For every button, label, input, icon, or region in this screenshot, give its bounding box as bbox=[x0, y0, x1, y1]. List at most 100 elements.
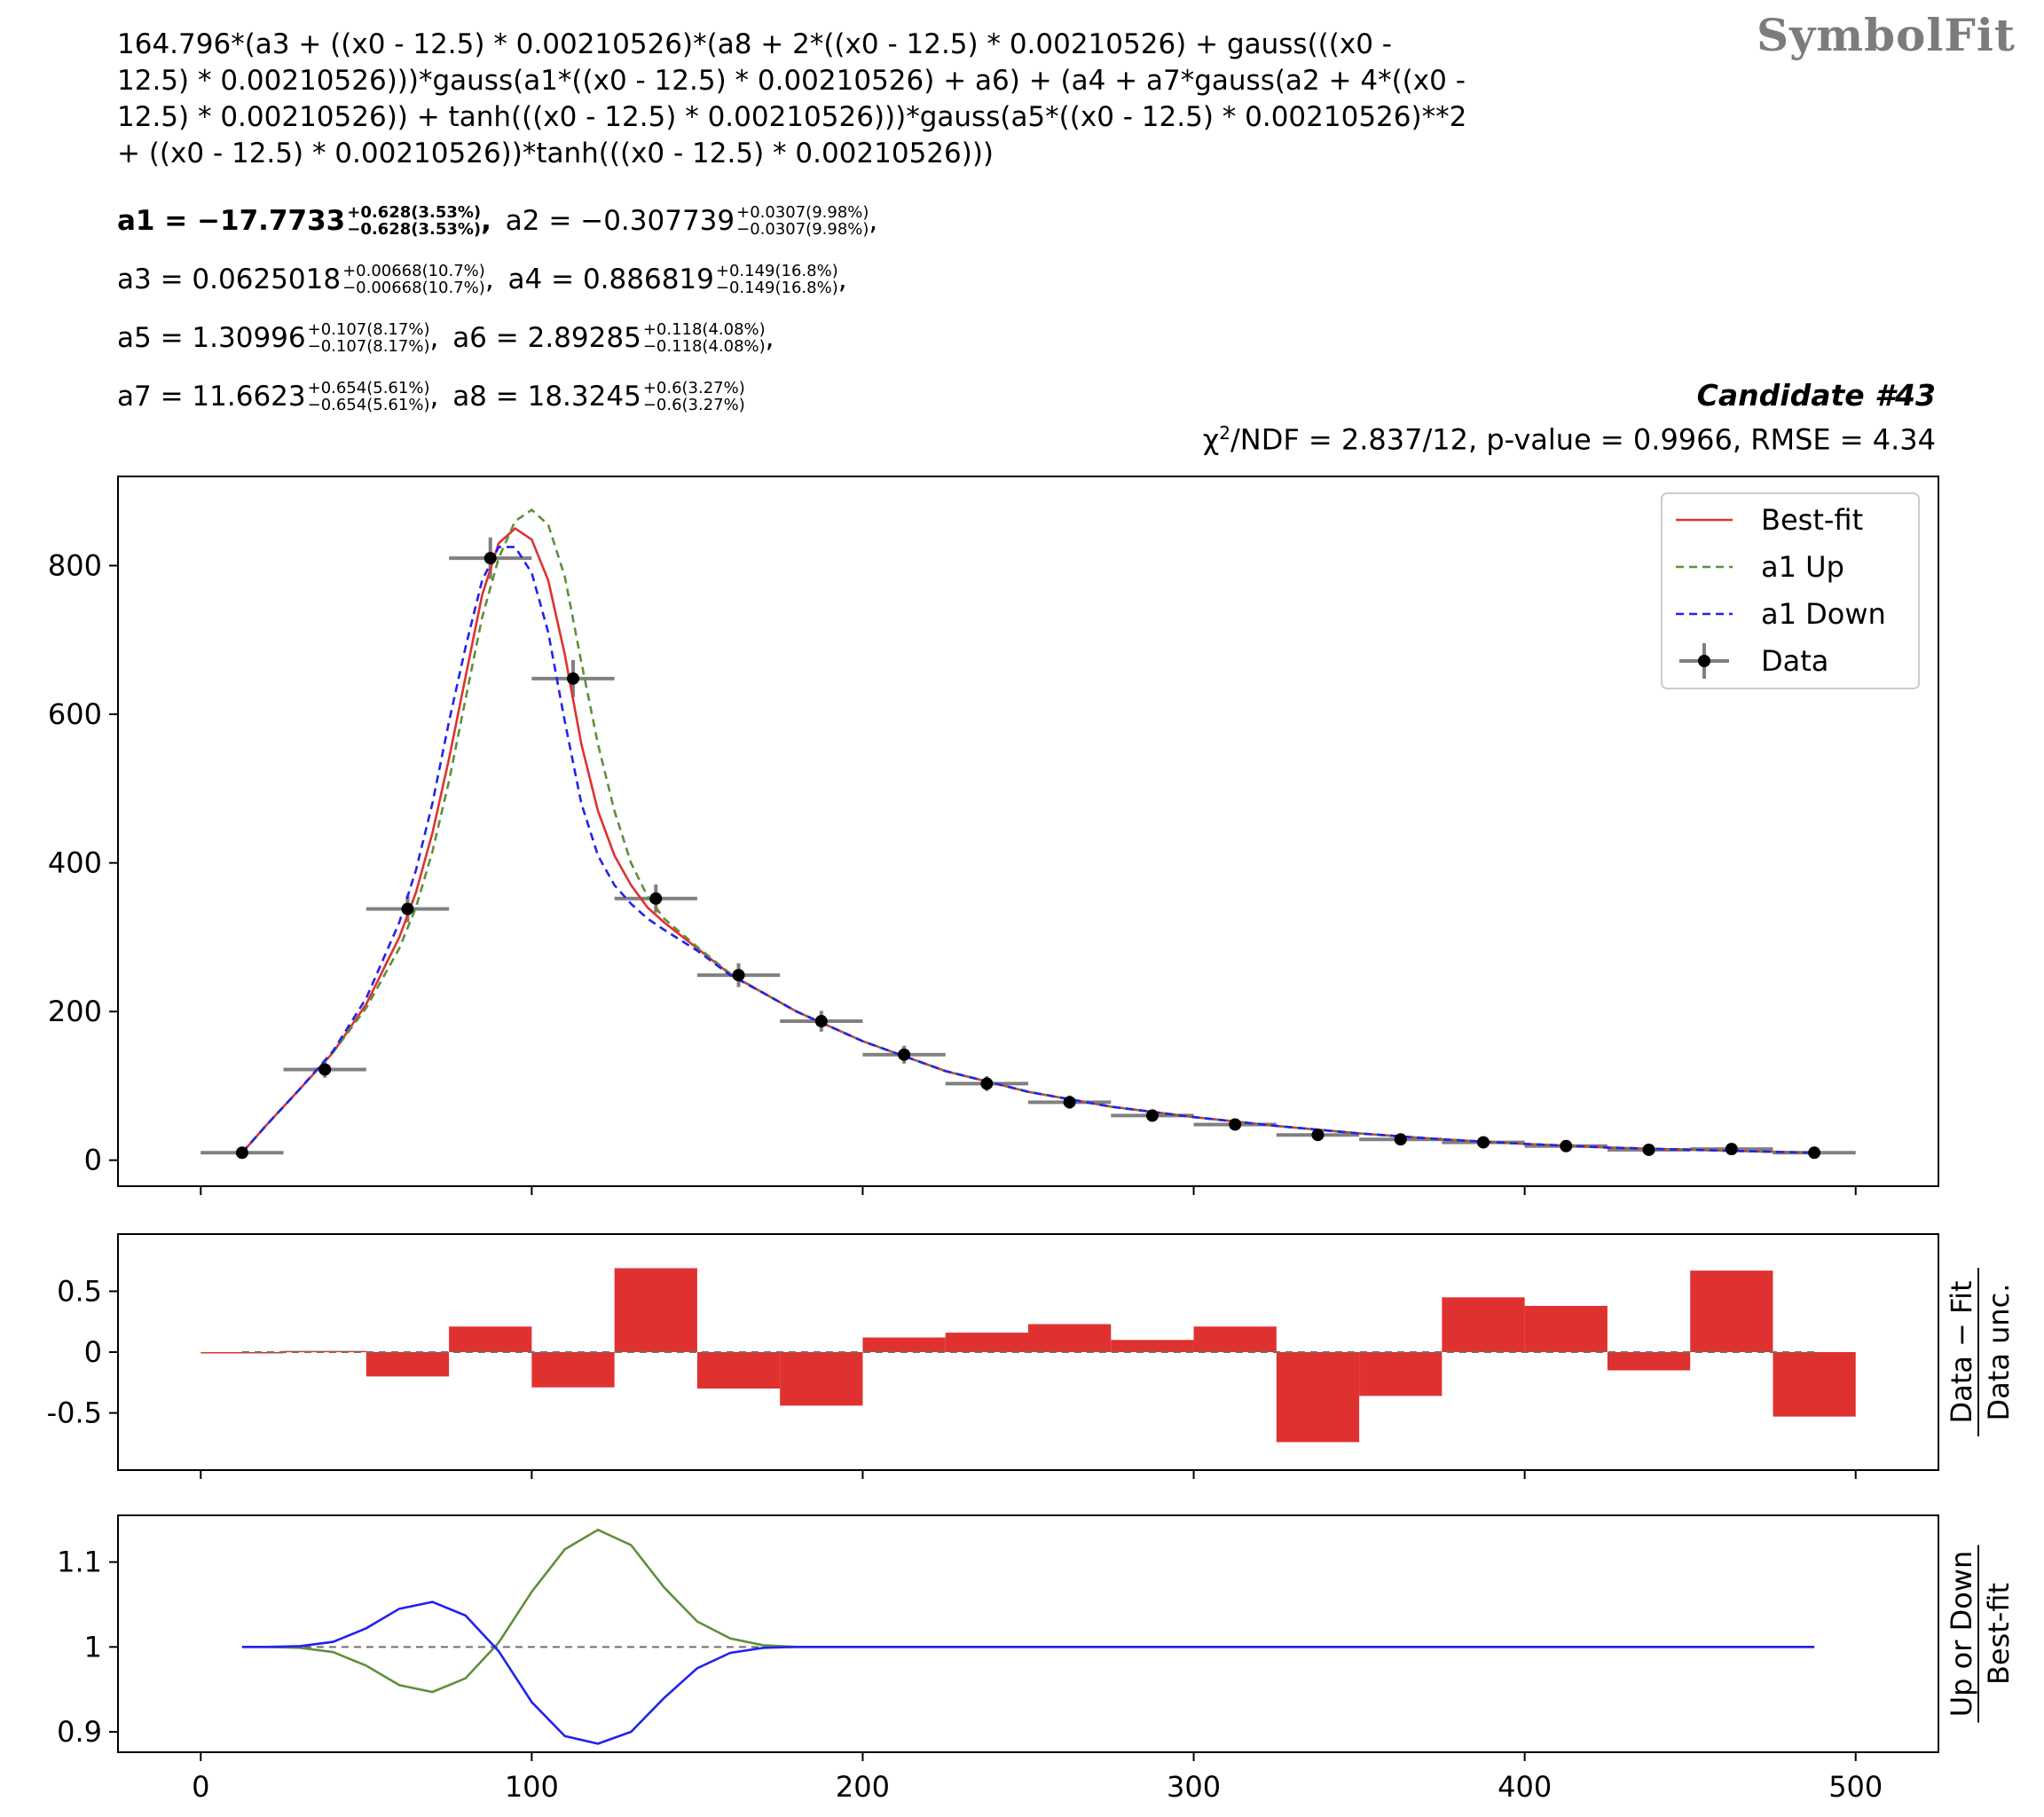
fit-expression: 164.796*(a3 + ((x0 - 12.5) * 0.00210526)… bbox=[117, 28, 1467, 169]
data-point bbox=[1063, 1096, 1076, 1109]
param-name: a3 bbox=[117, 264, 152, 295]
data-point bbox=[1145, 1109, 1159, 1122]
param-a1: a1 = −17.7733 +0.628(3.53%) −0.628(3.53%)… bbox=[117, 203, 491, 239]
param-up: +0.628(3.53%) bbox=[347, 203, 482, 222]
param-up: +0.107(8.17%) bbox=[307, 320, 430, 339]
residual-bar bbox=[1193, 1326, 1277, 1352]
residual-bar bbox=[780, 1352, 863, 1406]
param-up: +0.0307(9.98%) bbox=[736, 203, 869, 222]
param-value: −0.307739 bbox=[580, 205, 735, 237]
y-tick-label: 1 bbox=[84, 1630, 102, 1664]
residual-bar bbox=[1607, 1352, 1691, 1371]
data-point bbox=[1642, 1143, 1655, 1156]
param-up: +0.149(16.8%) bbox=[715, 262, 838, 280]
residual-bar bbox=[945, 1333, 1028, 1352]
param-up: +0.118(4.08%) bbox=[642, 320, 766, 339]
x-tick-label: 100 bbox=[505, 1770, 559, 1804]
param-a3: a3 = 0.0625018 +0.00668(10.7%) −0.00668(1… bbox=[117, 262, 494, 297]
legend-label: a1 Up bbox=[1761, 550, 1844, 584]
param-name: a2 bbox=[505, 205, 540, 237]
residual-ylabel-numerator: Data − Fit bbox=[1945, 1280, 1978, 1423]
param-a4: a4 = 0.886819 +0.149(16.8%) −0.149(16.8%)… bbox=[507, 262, 847, 297]
data-point bbox=[1725, 1143, 1738, 1156]
y-tick-label: 200 bbox=[48, 995, 102, 1028]
param-row-2: a3 = 0.0625018 +0.00668(10.7%) −0.00668(1… bbox=[117, 263, 853, 296]
fit-stats-text: /NDF = 2.837/12, p-value = 0.9966, RMSE … bbox=[1230, 422, 1936, 457]
param-name: a4 bbox=[507, 264, 543, 295]
ratio-ylabel: Up or Down Best-fit bbox=[1945, 1545, 2016, 1723]
data-point bbox=[898, 1048, 911, 1061]
residual-bar bbox=[1524, 1305, 1608, 1352]
param-name: a8 bbox=[452, 381, 487, 413]
main-plot-frame bbox=[117, 476, 1939, 1187]
x-tick-label: 400 bbox=[1498, 1770, 1552, 1804]
residual-bar bbox=[1111, 1340, 1194, 1352]
data-point bbox=[1560, 1139, 1573, 1152]
legend-label: Data bbox=[1761, 644, 1828, 678]
y-tick-label: 0.9 bbox=[57, 1715, 102, 1749]
data-point bbox=[1808, 1146, 1821, 1160]
data-point bbox=[980, 1077, 994, 1090]
y-tick-label: 0.5 bbox=[57, 1274, 102, 1308]
data-point bbox=[814, 1015, 828, 1028]
param-value: 1.30996 bbox=[192, 322, 306, 354]
data-point bbox=[1311, 1129, 1325, 1142]
x-tick-label: 0 bbox=[192, 1770, 209, 1804]
x-tick-label: 200 bbox=[836, 1770, 890, 1804]
param-a6: a6 = 2.89285 +0.118(4.08%) −0.118(4.08%), bbox=[452, 320, 774, 356]
residual-bar bbox=[614, 1268, 697, 1352]
param-value: 0.0625018 bbox=[192, 264, 342, 295]
residual-bar bbox=[531, 1352, 615, 1388]
legend-label: Best-fit bbox=[1761, 503, 1863, 537]
symbolfit-watermark: SymbolFit bbox=[1757, 9, 2016, 61]
data-point bbox=[483, 552, 497, 565]
data-point bbox=[1394, 1133, 1407, 1146]
residual-bar bbox=[1276, 1352, 1360, 1443]
param-row-1: a1 = −17.7733 +0.628(3.53%) −0.628(3.53%)… bbox=[117, 204, 883, 238]
legend-box bbox=[1661, 492, 1920, 689]
param-a2: a2 = −0.307739 +0.0307(9.98%) −0.0307(9.9… bbox=[505, 203, 878, 239]
residual-bar bbox=[283, 1350, 366, 1353]
param-down: −0.6(3.27%) bbox=[642, 396, 745, 414]
x-tick-label: 500 bbox=[1828, 1770, 1883, 1804]
param-down: −0.107(8.17%) bbox=[307, 337, 430, 356]
y-tick-label: 1.1 bbox=[57, 1546, 102, 1579]
param-row-4: a7 = 11.6623 +0.654(5.61%) −0.654(5.61%),… bbox=[117, 380, 751, 413]
chi2-superscript: 2 bbox=[1219, 422, 1230, 444]
residual-bar bbox=[1690, 1270, 1773, 1352]
residual-bar bbox=[1773, 1352, 1856, 1417]
residual-bar bbox=[1442, 1297, 1525, 1352]
legend-label: a1 Down bbox=[1761, 597, 1886, 631]
data-point bbox=[235, 1146, 248, 1160]
y-tick-label: 0 bbox=[84, 1144, 102, 1177]
x-tick-label: 300 bbox=[1167, 1770, 1221, 1804]
residual-ylabel: Data − Fit Data unc. bbox=[1945, 1268, 2016, 1436]
param-value: 2.89285 bbox=[527, 322, 641, 354]
param-name: a1 bbox=[117, 205, 155, 237]
param-down: −0.118(4.08%) bbox=[642, 337, 766, 356]
param-a5: a5 = 1.30996 +0.107(8.17%) −0.107(8.17%), bbox=[117, 320, 439, 356]
residual-bar bbox=[449, 1326, 532, 1352]
candidate-label: Candidate #43 bbox=[1696, 378, 1936, 413]
series-best-fit bbox=[240, 526, 1815, 1154]
data-point bbox=[318, 1063, 332, 1076]
data-point bbox=[732, 969, 745, 982]
residual-ylabel-denominator: Data unc. bbox=[1982, 1284, 2016, 1421]
series-a1-up bbox=[240, 508, 1815, 1154]
param-down: −0.628(3.53%) bbox=[347, 220, 482, 239]
y-tick-label: 0 bbox=[84, 1335, 102, 1369]
param-a7: a7 = 11.6623 +0.654(5.61%) −0.654(5.61%), bbox=[117, 379, 439, 414]
param-a8: a8 = 18.3245 +0.6(3.27%) −0.6(3.27%) bbox=[452, 379, 745, 414]
data-point bbox=[1477, 1136, 1490, 1149]
residual-bar bbox=[696, 1352, 781, 1389]
legend-swatch-point bbox=[1698, 655, 1710, 667]
residual-bar bbox=[862, 1337, 946, 1352]
residual-bar bbox=[1359, 1352, 1443, 1396]
param-up: +0.6(3.27%) bbox=[642, 379, 745, 397]
y-tick-label: 600 bbox=[48, 697, 102, 731]
data-point bbox=[567, 672, 579, 685]
param-up: +0.654(5.61%) bbox=[307, 379, 430, 397]
data-point bbox=[401, 902, 414, 916]
param-value: 11.6623 bbox=[192, 381, 306, 413]
